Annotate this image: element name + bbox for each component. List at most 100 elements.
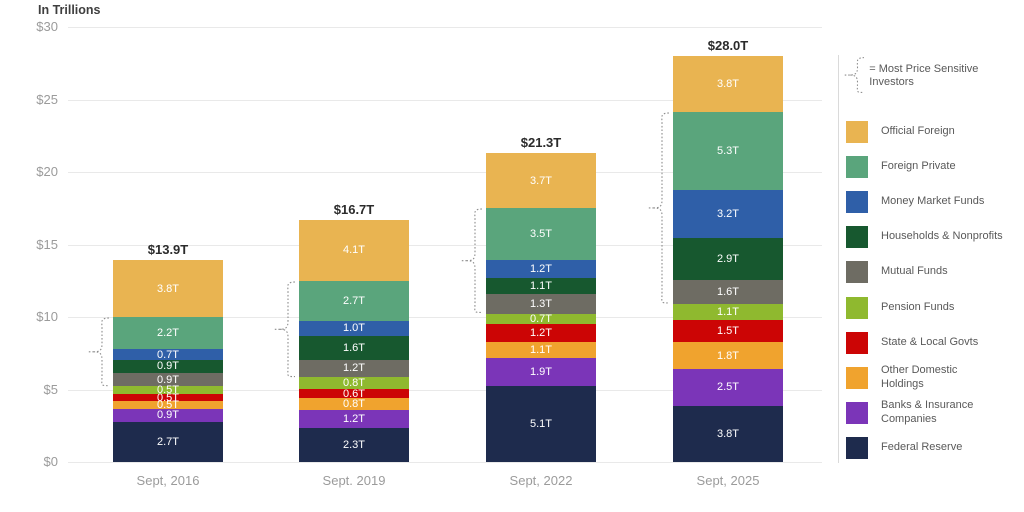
bar-segment: 1.3T — [486, 294, 596, 314]
legend-swatch — [846, 366, 868, 389]
bar-segment: 1.2T — [299, 410, 409, 428]
bar-segment: 0.7T — [113, 348, 223, 361]
segment-value-label: 0.7T — [156, 348, 179, 361]
segment-value-label: 2.7T — [156, 436, 179, 448]
segment-value-label: 1.2T — [342, 412, 365, 425]
bar-segment: 2.3T — [299, 427, 409, 463]
legend-item: Pension Funds — [846, 290, 1022, 325]
segment-value-label: 4.1T — [342, 244, 365, 257]
y-axis-tick-label: $15 — [36, 236, 58, 252]
segment-value-label: 5.3T — [716, 145, 739, 158]
legend-swatch — [846, 402, 868, 425]
bar-segment: 1.8T — [673, 342, 783, 369]
bar-segment: 2.5T — [673, 369, 783, 406]
bar-segment: 2.7T — [113, 422, 223, 463]
segment-value-label: 0.9T — [156, 409, 179, 422]
bar-segment: 5.1T — [486, 386, 596, 462]
bar-segment: 1.1T — [673, 304, 783, 321]
segment-value-label: 3.7T — [529, 174, 552, 187]
segment-value-label: 1.3T — [529, 297, 552, 310]
segment-value-label: 0.5T — [156, 384, 179, 397]
y-axis-tick-label: $30 — [36, 19, 58, 34]
segment-value-label: 0.9T — [156, 360, 179, 373]
segment-value-label: 2.3T — [342, 438, 365, 451]
legend-swatch — [846, 190, 868, 213]
bar-segment: 0.8T — [299, 398, 409, 411]
bar-segment: 1.0T — [299, 320, 409, 336]
segment-value-label: 5.1T — [529, 418, 552, 431]
legend-divider — [838, 55, 839, 463]
bar-segment: 1.2T — [486, 260, 596, 278]
segment-value-label: 1.6T — [342, 341, 365, 354]
bar-segment: 2.2T — [113, 316, 223, 350]
price-sensitive-annotation: = Most Price Sensitive Investors — [843, 56, 1021, 96]
price-sensitive-annotation-label: = Most Price Sensitive Investors — [869, 62, 979, 88]
segment-value-label: 0.8T — [342, 398, 365, 411]
bar-segment: 0.5T — [113, 398, 223, 411]
gridline — [68, 389, 822, 391]
bar-segment: 0.5T — [113, 384, 223, 397]
segment-value-label: 1.8T — [716, 349, 739, 362]
gridline — [68, 99, 822, 101]
bar-segment: 0.5T — [113, 391, 223, 404]
legend-label: Federal Reserve — [881, 441, 963, 454]
segment-value-label: 1.9T — [529, 366, 552, 379]
bar-segment: 1.5T — [673, 320, 783, 343]
bar-segment: 4.1T — [299, 219, 409, 281]
legend-swatch — [846, 437, 868, 460]
gridline — [68, 172, 822, 173]
segment-value-label: 1.1T — [529, 343, 552, 356]
gridline — [68, 317, 822, 318]
segment-value-label: 2.7T — [342, 294, 365, 307]
legend-swatch — [846, 226, 868, 249]
segment-value-label: 0.6T — [342, 387, 365, 400]
legend-label: Mutual Funds — [881, 265, 948, 278]
segment-value-label: 3.8T — [716, 427, 739, 440]
x-axis-label: Sept, 2016 — [136, 473, 200, 488]
stacked-bar-2025: 3.8T 5.3T 3.2T 2.9T 1.6T 1.1T 1.5T 1.8T 2.5T 3.8T — [673, 56, 783, 463]
stacked-bar-2022: 3.7T 3.5T 1.2T 1.1T 1.3T 0.7T 1.2T 1.1T 1.9T 5.1T — [486, 153, 596, 462]
bar-segment: 0.9T — [113, 408, 223, 422]
bar-segment: 3.7T — [486, 153, 596, 209]
segment-value-label: 0.5T — [156, 391, 179, 404]
y-axis-tick-label: $10 — [36, 309, 58, 324]
bar-total-label: $16.7T — [333, 201, 375, 217]
legend-swatch — [846, 261, 868, 284]
bar-segment: 3.8T — [113, 260, 223, 317]
legend-item: Official Foreign — [846, 114, 1022, 149]
bar-segment: 1.1T — [486, 277, 596, 295]
legend-label: Official Foreign — [881, 124, 955, 137]
bar-segment: 1.6T — [299, 335, 409, 360]
legend-label: Pension Funds — [881, 300, 955, 313]
legend-item: Federal Reserve — [846, 431, 1022, 466]
legend: Official Foreign Foreign Private Money Mar… — [846, 114, 1022, 466]
legend-item: Money Market Funds — [846, 184, 1022, 219]
x-axis-label: Sept, 2022 — [509, 473, 573, 488]
legend-label: Money Market Funds — [881, 195, 985, 208]
legend-item: Banks & Insurance Companies — [846, 396, 1022, 431]
legend-swatch — [846, 155, 868, 178]
segment-value-label: 1.1T — [529, 280, 552, 293]
gridline — [68, 462, 822, 463]
legend-label: Households & Nonprofits — [881, 230, 1003, 243]
bar-segment: 3.2T — [673, 190, 783, 238]
segment-value-label: 1.6T — [716, 286, 739, 299]
price-sensitive-brace — [647, 112, 670, 304]
segment-value-label: 1.0T — [342, 322, 365, 335]
bar-segment: 0.8T — [299, 377, 409, 390]
bar-segment: 2.7T — [299, 280, 409, 321]
legend-label: State & Local Govts — [881, 335, 979, 348]
bar-segment: 1.9T — [486, 358, 596, 387]
segment-value-label: 1.2T — [529, 262, 552, 275]
segment-value-label: 0.7T — [529, 312, 552, 325]
legend-swatch — [846, 120, 868, 143]
stacked-bar-2016: 3.8T 2.2T 0.7T 0.9T 0.9T 0.5T 0.5T 0.5T 0.9T 2.7T — [113, 260, 223, 463]
segment-value-label: 3.2T — [716, 207, 739, 220]
segment-value-label: 0.5T — [156, 398, 179, 411]
price-sensitive-brace — [273, 281, 296, 377]
gridline — [68, 244, 822, 246]
segment-value-label: 2.5T — [716, 381, 739, 394]
legend-swatch — [846, 331, 868, 354]
bar-segment: 5.3T — [673, 112, 783, 191]
